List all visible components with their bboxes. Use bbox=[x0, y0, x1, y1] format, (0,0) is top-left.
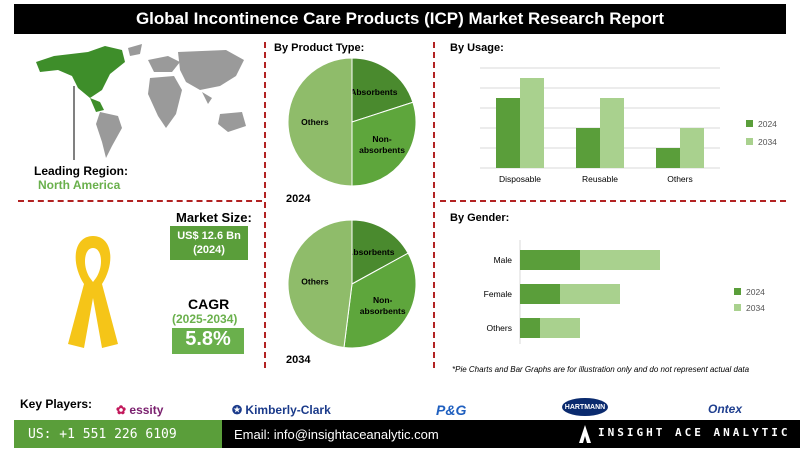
gender-bar-female-2034 bbox=[560, 284, 620, 304]
key-players-label: Key Players: bbox=[20, 397, 93, 411]
africa-shape bbox=[148, 76, 182, 128]
brand-ontex: Ontex bbox=[708, 402, 743, 416]
market-size-year: (2024) bbox=[193, 244, 225, 256]
page-title: Global Incontinence Care Products (ICP) … bbox=[14, 4, 786, 34]
gender-category-label: Others bbox=[486, 323, 512, 333]
pie-year-label-2034: 2034 bbox=[286, 354, 311, 366]
market-size-label: Market Size: bbox=[176, 210, 252, 225]
usage-category-label: Reusable bbox=[582, 174, 618, 184]
usage-bar-chart: Disposable Reusable Others 2024 2034 bbox=[480, 67, 777, 184]
usage-legend-swatch-2034 bbox=[746, 138, 753, 145]
market-size-value: US$ 12.6 Bn bbox=[177, 230, 241, 242]
footer-company: INSIGHT ACE ANALYTIC bbox=[598, 426, 791, 439]
pie-label-non-absorbents: Non-absorbents bbox=[360, 295, 406, 316]
europe-shape bbox=[148, 56, 180, 72]
product-type-heading: By Product Type: bbox=[274, 42, 365, 54]
brand-essity: ✿ essity bbox=[116, 403, 164, 417]
gender-bar-chart: Male Female Others 2024 2034 bbox=[484, 240, 765, 344]
cagr-period: (2025-2034) bbox=[172, 312, 238, 326]
australia-shape bbox=[218, 112, 246, 132]
divider-left bbox=[264, 42, 266, 368]
brand-kimberly-clark: ✪ Kimberly-Clark bbox=[232, 403, 331, 417]
pie-label-others: Others bbox=[301, 277, 329, 287]
usage-heading: By Usage: bbox=[450, 42, 504, 54]
gender-category-label: Female bbox=[484, 289, 513, 299]
usage-bar-others-2034 bbox=[680, 128, 704, 168]
usage-category-label: Disposable bbox=[499, 174, 541, 184]
cagr-value: 5.8% bbox=[172, 328, 244, 354]
market-size-box: US$ 12.6 Bn (2024) bbox=[170, 226, 248, 260]
world-map bbox=[36, 44, 246, 160]
pie-slice-non-absorbents bbox=[351, 101, 417, 187]
pie-chart-2034: Absorbents Non-absorbents Others bbox=[287, 219, 417, 349]
pie-label-others: Others bbox=[301, 117, 329, 127]
gender-bar-male-2024 bbox=[520, 250, 580, 270]
pie-slice-non-absorbents bbox=[343, 252, 417, 349]
brand-hartmann: HARTMANN bbox=[562, 398, 608, 416]
gender-bar-female-2024 bbox=[520, 284, 560, 304]
gender-legend-label-2034: 2034 bbox=[746, 303, 765, 313]
awareness-ribbon-icon bbox=[68, 236, 118, 348]
gender-bar-male-2034 bbox=[580, 250, 660, 270]
gender-heading: By Gender: bbox=[450, 212, 510, 224]
essity-logo-icon: ✿ bbox=[116, 403, 127, 417]
usage-bar-others-2024 bbox=[656, 148, 680, 168]
pie-slice-others bbox=[287, 219, 353, 349]
usage-category-label: Others bbox=[667, 174, 693, 184]
greenland-shape bbox=[128, 44, 142, 56]
divider-horizontal-right bbox=[440, 200, 786, 202]
central-america-shape bbox=[90, 98, 104, 112]
leading-region-value: North America bbox=[38, 178, 121, 192]
footer-phone: US: +1 551 226 6109 bbox=[14, 420, 222, 448]
divider-right bbox=[433, 42, 435, 368]
cagr-label: CAGR bbox=[188, 296, 230, 312]
usage-bar-disposable-2024 bbox=[496, 98, 520, 168]
pie-chart-2024: Absorbents Non-absorbents Others bbox=[287, 57, 417, 187]
pie-year-label-2024: 2024 bbox=[286, 193, 311, 205]
leading-region-label: Leading Region: bbox=[34, 164, 128, 178]
pie-slice-others bbox=[287, 57, 353, 187]
usage-bar-disposable-2034 bbox=[520, 78, 544, 168]
disclaimer-note: *Pie Charts and Bar Graphs are for illus… bbox=[452, 365, 750, 374]
gender-bar-others-2034 bbox=[540, 318, 580, 338]
usage-legend-swatch-2024 bbox=[746, 120, 753, 127]
pie-label-absorbents: Absorbents bbox=[350, 87, 398, 97]
asia-shape bbox=[178, 50, 244, 90]
gender-legend-swatch-2024 bbox=[734, 288, 741, 295]
brand-pg: P&G bbox=[436, 402, 467, 418]
pie-slice-absorbents bbox=[351, 57, 414, 123]
pie-label-non-absorbents: Non-absorbents bbox=[359, 134, 405, 155]
usage-bar-reusable-2024 bbox=[576, 128, 600, 168]
gender-bar-others-2024 bbox=[520, 318, 540, 338]
gender-category-label: Male bbox=[494, 255, 513, 265]
southeast-asia-shape bbox=[202, 92, 212, 104]
pie-slice-absorbents bbox=[351, 219, 409, 285]
north-america-shape bbox=[36, 46, 125, 98]
divider-horizontal-left bbox=[18, 200, 262, 202]
kimberly-clark-logo-icon: ✪ bbox=[232, 403, 243, 417]
south-america-shape bbox=[96, 112, 122, 158]
gender-legend-label-2024: 2024 bbox=[746, 287, 765, 297]
footer-email: Email: info@insightaceanalytic.com bbox=[234, 426, 439, 442]
pie-label-absorbents: Absorbents bbox=[347, 247, 395, 257]
footer-email-bar: Email: info@insightaceanalytic.com bbox=[222, 420, 800, 448]
gender-legend-swatch-2034 bbox=[734, 304, 741, 311]
usage-legend-label-2024: 2024 bbox=[758, 119, 777, 129]
usage-legend-label-2034: 2034 bbox=[758, 137, 777, 147]
usage-bar-reusable-2034 bbox=[600, 98, 624, 168]
company-logo-icon bbox=[579, 425, 591, 443]
